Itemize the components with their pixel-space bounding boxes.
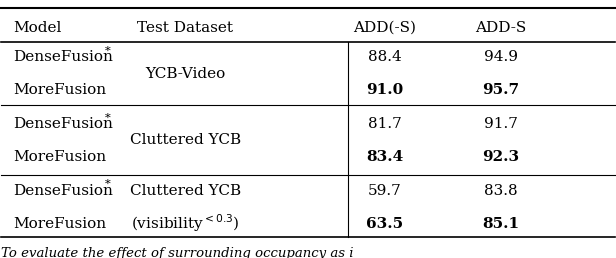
Text: 85.1: 85.1 xyxy=(482,217,520,231)
Text: DenseFusion: DenseFusion xyxy=(14,117,113,131)
Text: 91.7: 91.7 xyxy=(484,117,518,131)
Text: *: * xyxy=(104,112,110,122)
Text: YCB-Video: YCB-Video xyxy=(145,67,225,81)
Text: *: * xyxy=(104,179,110,189)
Text: 95.7: 95.7 xyxy=(482,83,520,97)
Text: (visibility$^{<0.3}$): (visibility$^{<0.3}$) xyxy=(131,213,240,235)
Text: 83.4: 83.4 xyxy=(366,150,403,164)
Text: Cluttered YCB: Cluttered YCB xyxy=(130,184,241,198)
Text: ADD-S: ADD-S xyxy=(476,21,527,35)
Text: DenseFusion: DenseFusion xyxy=(14,50,113,64)
Text: 92.3: 92.3 xyxy=(482,150,520,164)
Text: Model: Model xyxy=(14,21,62,35)
Text: 81.7: 81.7 xyxy=(368,117,402,131)
Text: MoreFusion: MoreFusion xyxy=(14,150,107,164)
Text: MoreFusion: MoreFusion xyxy=(14,217,107,231)
Text: 63.5: 63.5 xyxy=(366,217,403,231)
Text: 94.9: 94.9 xyxy=(484,50,518,64)
Text: 83.8: 83.8 xyxy=(484,184,518,198)
Text: DenseFusion: DenseFusion xyxy=(14,184,113,198)
Text: 59.7: 59.7 xyxy=(368,184,402,198)
Text: ADD(-S): ADD(-S) xyxy=(353,21,416,35)
Text: 88.4: 88.4 xyxy=(368,50,402,64)
Text: MoreFusion: MoreFusion xyxy=(14,83,107,97)
Text: To evaluate the effect of surrounding occupancy as i: To evaluate the effect of surrounding oc… xyxy=(1,247,354,258)
Text: *: * xyxy=(104,46,110,56)
Text: Test Dataset: Test Dataset xyxy=(137,21,233,35)
Text: Cluttered YCB: Cluttered YCB xyxy=(130,133,241,147)
Text: 91.0: 91.0 xyxy=(366,83,403,97)
